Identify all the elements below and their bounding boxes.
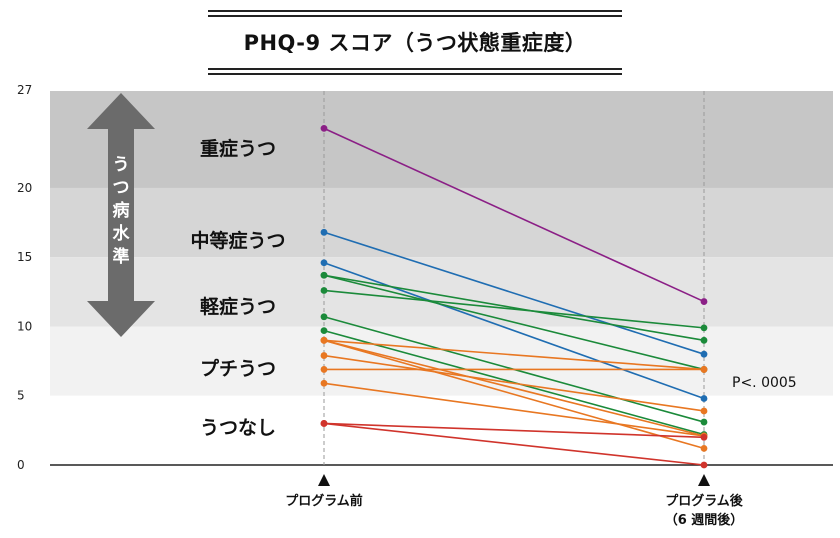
series-point-4-0 [320, 271, 328, 279]
band-label-4: うつなし [200, 417, 276, 439]
series-line-0 [323, 127, 705, 303]
arrow-label-char-3: 水 [113, 223, 131, 244]
series-line-11 [323, 354, 705, 412]
series-point-1-0 [320, 228, 328, 236]
title-rule-bottom-1 [208, 68, 622, 70]
series-point-3-1 [700, 336, 708, 344]
title-rule-bottom-2 [208, 73, 622, 75]
band-label-3: プチうつ [200, 357, 276, 380]
series-point-10-1 [700, 444, 708, 452]
series-line-9 [323, 339, 705, 437]
series-point-6-0 [320, 313, 328, 321]
series-point-5-1 [700, 324, 708, 332]
series-point-13-0 [320, 379, 328, 387]
series-point-15-1 [700, 461, 708, 469]
arrow-label-char-1: つ [113, 178, 130, 198]
band-label-1: 中等症うつ [190, 229, 285, 252]
y-tick-0: 0 [17, 458, 25, 472]
x-marker-1 [698, 474, 710, 486]
y-tick-20: 20 [17, 181, 32, 195]
series-point-11-0 [320, 352, 328, 359]
band-label-2: 軽症うつ [200, 295, 276, 318]
series-point-1-1 [700, 350, 708, 358]
band-3 [50, 326, 833, 396]
series-point-0-1 [700, 298, 708, 305]
series-line-4 [323, 274, 705, 371]
series-line-13 [323, 382, 705, 437]
title-rule-top-1 [208, 10, 622, 12]
arrow-label-char-0: う [113, 155, 130, 175]
series-point-12-0 [320, 366, 328, 373]
series-point-11-1 [700, 407, 708, 415]
chart-title-block: PHQ-9 スコア（うつ状態重症度） [208, 10, 622, 75]
series-point-2-1 [700, 395, 708, 402]
depression-level-arrow [87, 93, 155, 337]
series-point-10-0 [320, 336, 328, 344]
series-line-10 [323, 339, 705, 450]
band-4 [50, 395, 833, 465]
y-tick-15: 15 [17, 250, 32, 264]
x-label-1-sub: （6 週間後） [665, 512, 744, 528]
series-point-0-0 [320, 124, 328, 132]
band-0 [50, 91, 833, 188]
x-label-1: プログラム後 [665, 493, 744, 509]
series-line-15 [323, 422, 705, 466]
series-line-14 [323, 422, 705, 439]
series-point-5-0 [320, 287, 328, 294]
title-rule-top-2 [208, 15, 622, 17]
series-line-5 [323, 289, 705, 329]
arrow-label-char-2: 病 [113, 200, 130, 221]
series-point-14-1 [700, 433, 708, 441]
band-2 [50, 257, 833, 327]
y-tick-27: 27 [17, 83, 32, 97]
series-line-8 [323, 339, 705, 371]
x-marker-0 [318, 474, 330, 486]
y-tick-5: 5 [17, 389, 25, 403]
arrow-label-char-4: 準 [113, 246, 130, 267]
series-line-3 [323, 274, 705, 342]
series-point-2-0 [320, 259, 328, 267]
band-label-0: 重症うつ [200, 137, 276, 160]
p-value-annotation: P<. 0005 [732, 375, 797, 391]
band-1 [50, 187, 833, 258]
series-point-12-1 [700, 366, 708, 373]
series-line-1 [323, 231, 705, 355]
x-label-0: プログラム前 [285, 493, 363, 509]
series-point-7-0 [320, 327, 328, 335]
y-tick-10: 10 [17, 319, 32, 333]
series-point-15-0 [320, 420, 328, 427]
chart-title: PHQ-9 スコア（うつ状態重症度） [243, 31, 587, 55]
series-point-6-1 [700, 418, 708, 426]
